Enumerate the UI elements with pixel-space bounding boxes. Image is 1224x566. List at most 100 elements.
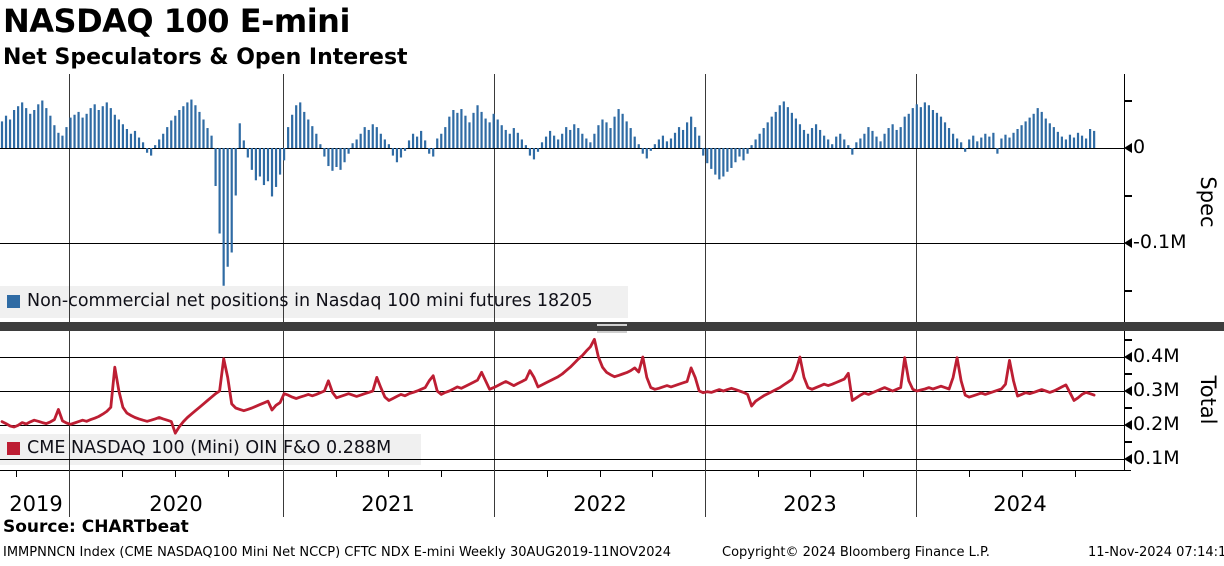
spec-bar	[266, 148, 270, 182]
spec-bar	[331, 148, 334, 171]
spec-bar	[637, 144, 640, 148]
spec-tick-arrow-icon	[1124, 238, 1132, 248]
x-minor-tick	[16, 470, 17, 477]
spec-bar	[802, 129, 806, 148]
spec-bar	[532, 148, 536, 160]
spec-bar	[335, 148, 338, 167]
spec-bar	[710, 148, 713, 169]
spec-bar	[379, 133, 382, 148]
spec-bar	[524, 145, 527, 148]
spec-bar	[976, 141, 979, 148]
spec-bar	[605, 122, 608, 148]
spec-bar	[565, 127, 568, 148]
spec-bar	[186, 102, 189, 148]
spec-bar	[629, 128, 632, 148]
panel-divider-handle[interactable]	[597, 324, 627, 333]
spec-bar	[750, 145, 753, 148]
spec-legend-swatch-icon	[7, 294, 20, 308]
spec-bar	[1028, 117, 1031, 148]
spec-bar	[1052, 127, 1055, 148]
spec-bar	[855, 142, 858, 148]
year-gridline	[916, 74, 917, 517]
spec-bar	[492, 113, 495, 148]
spec-bar	[403, 148, 407, 151]
spec-bar	[814, 124, 818, 148]
spec-bar	[411, 133, 415, 148]
spec-bar	[1008, 137, 1011, 148]
spec-bar	[343, 148, 346, 163]
spec-bar	[69, 117, 72, 148]
spec-bar	[105, 102, 108, 148]
spec-bar	[943, 122, 947, 148]
spec-bar	[964, 148, 967, 152]
spec-bar	[972, 135, 975, 148]
spec-bar	[246, 148, 249, 158]
total-legend: CME NASDAQ 100 (Mini) OIN F&O 0.288M	[7, 438, 391, 458]
spec-bar	[238, 123, 241, 148]
spec-bar	[754, 139, 757, 148]
year-gridline	[705, 74, 706, 517]
spec-bar	[698, 135, 701, 148]
spec-bar	[85, 113, 88, 148]
spec-bar	[383, 139, 386, 148]
spec-bar	[919, 107, 922, 148]
x-minor-tick	[336, 470, 337, 477]
spec-bar	[327, 148, 330, 167]
spec-bar	[415, 136, 419, 148]
spec-bar	[194, 105, 197, 148]
spec-bar	[774, 111, 777, 148]
total-legend-box	[0, 434, 421, 465]
spec-bar	[73, 114, 76, 148]
spec-bar	[476, 105, 479, 148]
spec-minor-tick	[1124, 194, 1132, 197]
total-gridline	[0, 356, 1124, 358]
spec-bar	[520, 139, 523, 148]
spec-bar	[649, 148, 652, 151]
spec-bar	[299, 102, 302, 148]
spec-bar	[468, 122, 471, 148]
spec-bar	[113, 114, 116, 148]
total-tick-arrow-icon	[1124, 420, 1132, 430]
spec-bar	[141, 142, 145, 148]
spec-bar	[512, 128, 515, 148]
spec-bar	[827, 139, 830, 148]
spec-bar	[133, 130, 137, 148]
spec-bar	[573, 124, 576, 148]
spec-bar	[428, 148, 431, 154]
spec-bar	[178, 110, 181, 148]
spec-bar	[621, 113, 624, 148]
spec-bar	[673, 132, 677, 148]
total-minor-tick	[1124, 339, 1132, 341]
spec-bar	[29, 113, 32, 148]
total-tick-arrow-icon	[1124, 386, 1132, 396]
spec-bar	[706, 148, 709, 164]
spec-bar	[714, 148, 717, 175]
spec-bar	[540, 142, 544, 148]
spec-bar	[657, 139, 660, 148]
spec-bar	[391, 148, 395, 156]
spec-bar	[742, 148, 745, 161]
spec-tick-arrow-icon	[1124, 143, 1132, 153]
spec-bar	[645, 148, 648, 159]
year-gridline	[283, 74, 284, 517]
total-tick-label: 0.4M	[1133, 345, 1180, 367]
spec-bar	[424, 140, 427, 148]
spec-bar	[347, 148, 350, 154]
spec-bar	[61, 135, 64, 148]
spec-bar	[262, 148, 266, 186]
spec-bar	[907, 113, 910, 148]
spec-bar	[831, 144, 834, 148]
spec-bar	[927, 105, 930, 148]
spec-bar	[190, 99, 193, 148]
spec-bar	[746, 148, 749, 154]
spec-bar	[992, 132, 995, 148]
spec-bar	[12, 110, 16, 148]
spec-bar	[557, 139, 560, 148]
spec-bar	[810, 128, 814, 148]
spec-bar	[1000, 138, 1003, 148]
x-axis-year-label: 2019	[9, 492, 63, 516]
spec-bar	[1036, 108, 1039, 148]
spec-bar	[851, 148, 854, 155]
spec-bar	[121, 124, 124, 148]
spec-bar	[387, 144, 390, 148]
